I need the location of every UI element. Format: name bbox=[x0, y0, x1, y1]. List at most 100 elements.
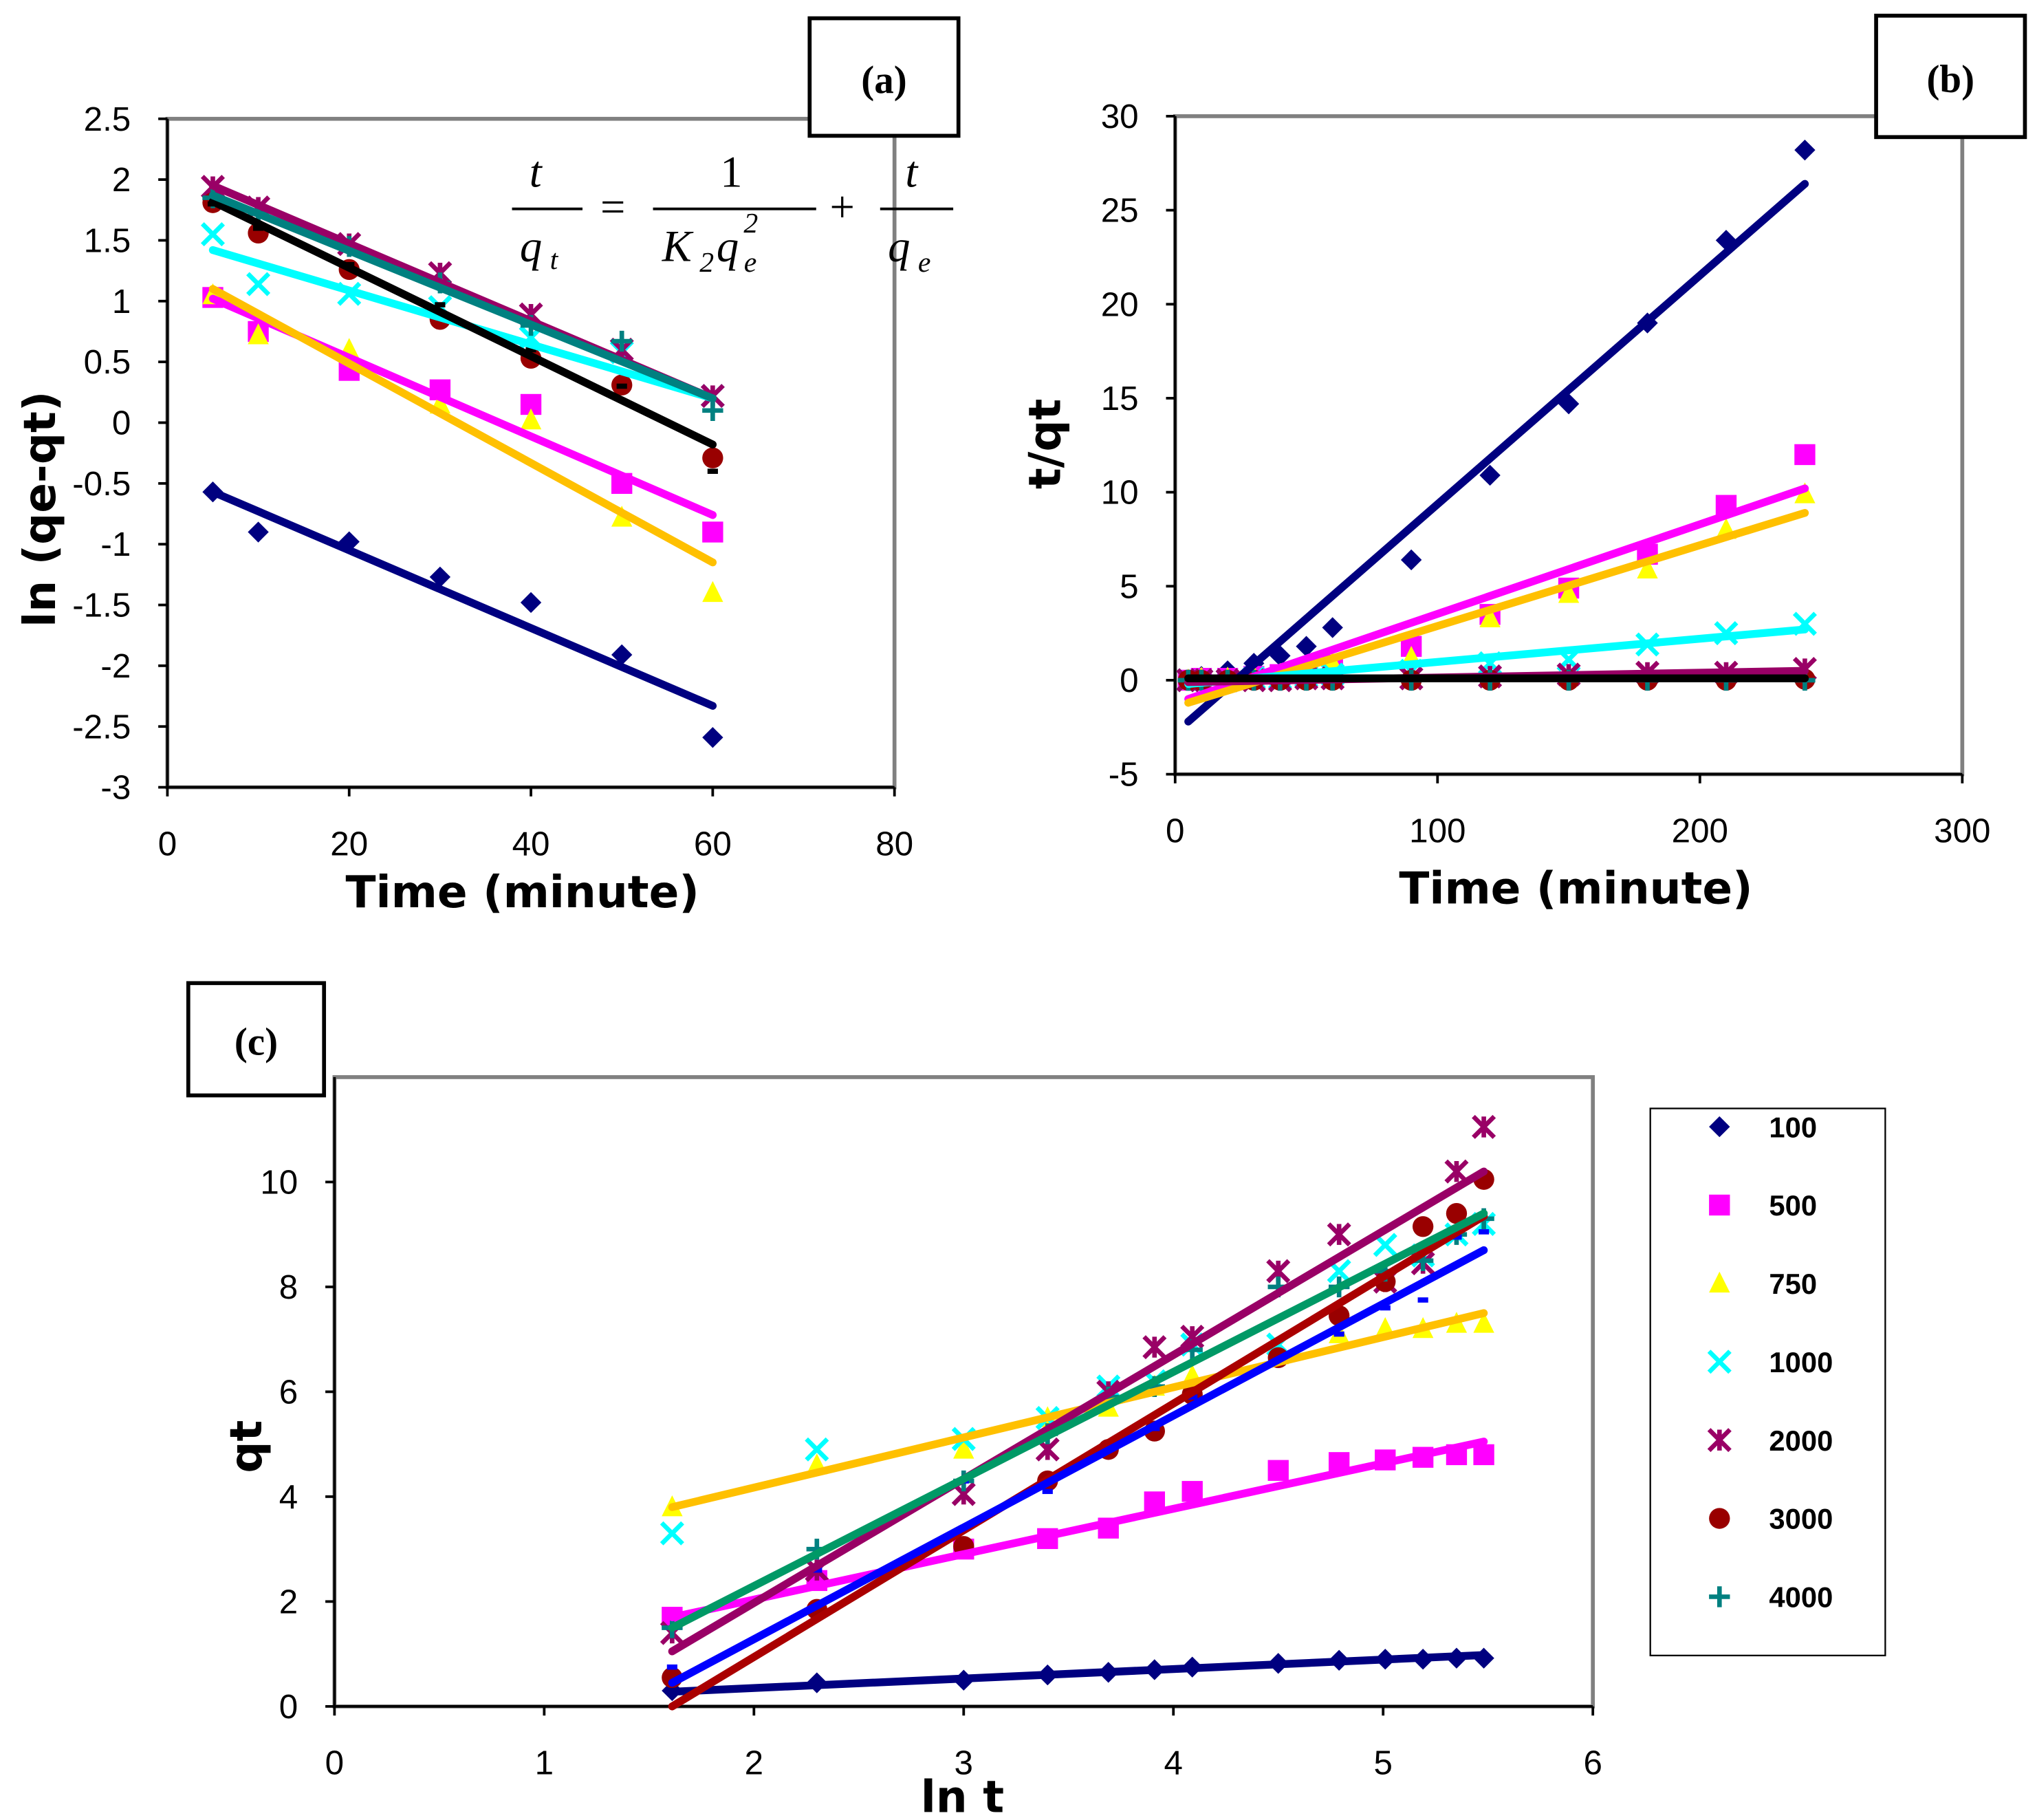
chart-b-pseudo-second-order: 0 100 200 300 -5 0 5 10 15 20 25 30 Time (minute) t/q… bbox=[1020, 13, 2027, 915]
y-tick-label: 15 bbox=[1101, 380, 1139, 418]
y-tick-label: 4 bbox=[279, 1478, 298, 1516]
y-tick-label: 30 bbox=[1101, 98, 1139, 136]
data-point-500 bbox=[702, 521, 723, 543]
x-tick-label: 4 bbox=[1164, 1744, 1183, 1782]
eq-lhs-num: t bbox=[530, 147, 543, 196]
x-axis-label: ln t bbox=[921, 1772, 1004, 1820]
data-point-extra bbox=[1380, 1305, 1391, 1311]
y-tick-label: 0 bbox=[279, 1688, 298, 1726]
data-point-extra bbox=[707, 468, 718, 474]
legend-label-2000: 2000 bbox=[1769, 1424, 1833, 1457]
trendline-500 bbox=[668, 1438, 1488, 1621]
y-tick-label: 20 bbox=[1101, 285, 1139, 323]
x-tick-label: 60 bbox=[694, 825, 732, 863]
y-tick-label: 10 bbox=[1101, 474, 1139, 512]
y-tick-label: 2 bbox=[279, 1583, 298, 1621]
y-tick-label: -5 bbox=[1109, 756, 1139, 794]
data-point-750 bbox=[1794, 482, 1816, 503]
data-point-extra bbox=[1042, 1488, 1053, 1495]
data-point-750 bbox=[1473, 1312, 1494, 1333]
x-tick-label: 0 bbox=[158, 825, 177, 863]
panel-label: (a) bbox=[861, 58, 906, 102]
trendline-extra bbox=[668, 1246, 1488, 1687]
x-tick-label: 6 bbox=[1583, 1744, 1602, 1782]
panel-label-box bbox=[807, 16, 961, 138]
data-point-100 bbox=[702, 726, 723, 748]
data-point-500 bbox=[1267, 1460, 1289, 1481]
trendline-4000 bbox=[668, 1209, 1488, 1632]
chart-c-intraparticle-diffusion: 0 1 2 3 4 5 6 0 2 4 6 8 10 ln t qt (c) bbox=[186, 981, 1602, 1820]
eq-plus: + bbox=[830, 182, 855, 232]
y-tick-label: 1 bbox=[112, 283, 131, 321]
y-tick-label: -2.5 bbox=[72, 708, 131, 746]
y-tick-label: 8 bbox=[279, 1268, 298, 1306]
data-point-1000 bbox=[246, 272, 271, 296]
data-point-2000 bbox=[1472, 1114, 1496, 1139]
data-point-750 bbox=[1637, 557, 1658, 578]
trendline-100 bbox=[1184, 180, 1809, 726]
y-tick-label: 25 bbox=[1101, 192, 1139, 230]
series-2000 bbox=[660, 1114, 1496, 1645]
legend-marker-1000 bbox=[1707, 1350, 1732, 1374]
data-point-750 bbox=[1479, 606, 1501, 628]
eq-r1-num: 1 bbox=[720, 147, 742, 196]
legend-label-500: 500 bbox=[1769, 1189, 1817, 1222]
series-extra bbox=[666, 1229, 1490, 1670]
x-tick-label: 2 bbox=[745, 1744, 763, 1782]
data-point-750 bbox=[953, 1438, 974, 1459]
trendline-500 bbox=[1184, 484, 1809, 703]
data-point-100 bbox=[1322, 617, 1343, 638]
panel-label-box bbox=[1874, 13, 2027, 140]
legend-marker-4000 bbox=[1709, 1586, 1730, 1607]
data-point-500 bbox=[1473, 1444, 1494, 1466]
x-axis-label: Time (minute) bbox=[1399, 863, 1752, 915]
series-500 bbox=[662, 1444, 1494, 1628]
y-tick-label: 1.5 bbox=[84, 222, 131, 260]
x-tick-label: 100 bbox=[1409, 812, 1466, 849]
data-point-500 bbox=[1794, 444, 1816, 466]
panel-label: (c) bbox=[235, 1021, 278, 1064]
legend-label-3000: 3000 bbox=[1769, 1503, 1833, 1535]
x-tick-label: 200 bbox=[1672, 812, 1728, 849]
chart-a-pseudo-first-order: 0 20 40 60 80 -3 -2.5 -2 -1.5 -1 -0.5 0 0.5 1 1.5 2 2.5 T… bbox=[14, 16, 961, 918]
x-tick-label: 300 bbox=[1934, 812, 1990, 849]
y-axis-label: t/qt bbox=[1020, 399, 1071, 489]
series-extra bbox=[207, 201, 718, 474]
y-tick-label: 0.5 bbox=[84, 343, 131, 381]
data-point-4000 bbox=[611, 330, 633, 352]
legend-marker-2000 bbox=[1707, 1428, 1732, 1453]
data-point-2000 bbox=[1327, 1222, 1351, 1247]
eq-equals: = bbox=[598, 182, 628, 232]
y-tick-label: 2.5 bbox=[84, 100, 131, 138]
trendline-2000 bbox=[668, 1167, 1488, 1656]
data-point-2000 bbox=[1444, 1159, 1469, 1184]
trendline-100 bbox=[668, 1651, 1488, 1696]
data-point-500 bbox=[1181, 1481, 1203, 1502]
data-point-extra bbox=[1187, 1394, 1198, 1400]
trendline-4000 bbox=[208, 191, 717, 402]
y-tick-label: 6 bbox=[279, 1373, 298, 1411]
y-tick-label: 2 bbox=[112, 161, 131, 199]
data-point-750 bbox=[1558, 582, 1580, 603]
y-axis-label: qt bbox=[221, 1420, 272, 1473]
legend-marker-100 bbox=[1709, 1116, 1730, 1138]
data-point-extra bbox=[1479, 1229, 1490, 1235]
data-point-extra bbox=[1417, 1297, 1428, 1303]
trendline-100 bbox=[208, 488, 717, 710]
panel-label-box bbox=[186, 981, 327, 1098]
legend-marker-500 bbox=[1709, 1194, 1730, 1216]
x-tick-label: 0 bbox=[325, 1744, 344, 1782]
y-tick-label: 0 bbox=[1120, 662, 1138, 700]
data-point-750 bbox=[702, 581, 723, 603]
y-tick-label: 0 bbox=[112, 404, 131, 442]
data-point-extra bbox=[525, 347, 536, 353]
y-tick-label: 10 bbox=[260, 1164, 298, 1202]
data-point-extra bbox=[252, 225, 264, 231]
x-tick-label: 5 bbox=[1373, 1744, 1392, 1782]
y-tick-label: -2 bbox=[100, 647, 131, 685]
data-point-extra bbox=[666, 1664, 677, 1670]
x-axis-label: Time (minute) bbox=[346, 867, 699, 918]
